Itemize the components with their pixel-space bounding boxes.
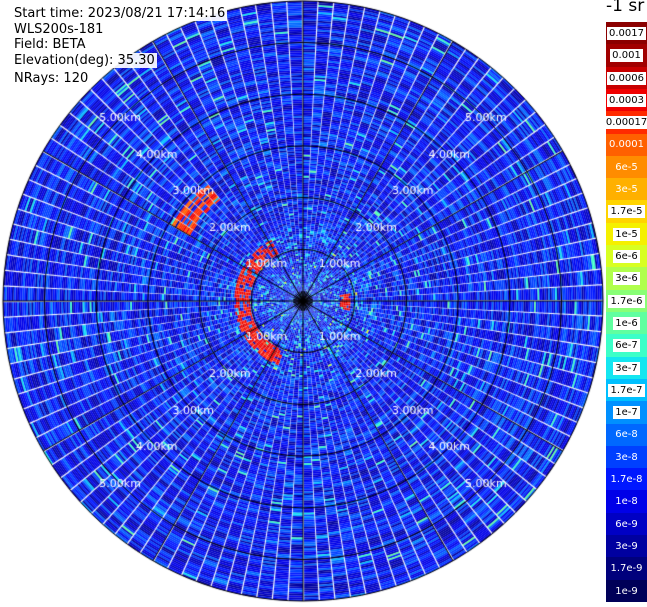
colorbar-cell: 0.0006 <box>606 66 647 90</box>
colorbar-tick-label: 3e-9 <box>615 540 638 552</box>
colorbar-tick-label: 1.7e-7 <box>608 383 645 397</box>
colorbar-tick-label: 3e-8 <box>615 451 638 463</box>
colorbar-cell: 6e-5 <box>606 155 647 179</box>
colorbar-cell: 1.7e-7 <box>606 378 647 402</box>
colorbar-cell: 1.7e-5 <box>606 200 647 224</box>
colorbar-unit: -1 sr <box>606 0 645 16</box>
colorbar-tick-label: 0.001 <box>610 49 643 63</box>
colorbar-cell: 0.0001 <box>606 133 647 157</box>
start-time-label: Start time: 2023/08/21 17:14:16 <box>12 6 228 21</box>
instrument-label: WLS200s-181 <box>12 22 106 37</box>
colorbar-tick-label: 0.00017 <box>603 116 647 130</box>
colorbar-cell: 3e-8 <box>606 445 647 469</box>
colorbar-tick-label: 1e-5 <box>613 227 640 241</box>
colorbar-tick-label: 6e-5 <box>615 161 638 173</box>
colorbar-cell: 6e-7 <box>606 334 647 358</box>
colorbar-cell: 1.7e-6 <box>606 289 647 313</box>
colorbar: 0.0017 0.001 0.0006 0.0003 0.00017 0.0001 6e-5… <box>603 22 647 603</box>
colorbar-tick-label: 0.0017 <box>607 26 646 40</box>
colorbar-tick-label: 6e-7 <box>613 339 640 353</box>
colorbar-cell: 3e-5 <box>606 178 647 201</box>
colorbar-tick-label: 1e-8 <box>615 496 638 508</box>
colorbar-tick-label: 1.7e-5 <box>608 205 645 219</box>
colorbar-tick-label: 1e-9 <box>615 585 638 597</box>
colorbar-cell: 6e-9 <box>606 512 647 536</box>
colorbar-tick-label: 0.0001 <box>609 139 644 151</box>
colorbar-cell: 6e-8 <box>606 423 647 447</box>
colorbar-tick-label: 6e-6 <box>613 249 640 263</box>
colorbar-cell: 1e-9 <box>606 579 647 603</box>
colorbar-cell: 1e-6 <box>606 312 647 335</box>
nrays-label: NRays: 120 <box>12 71 91 86</box>
colorbar-cell: 1.7e-9 <box>606 557 647 581</box>
colorbar-cell: 3e-9 <box>606 535 647 558</box>
colorbar-tick-label: 1.7e-6 <box>608 294 645 308</box>
colorbar-tick-label: 3e-7 <box>613 361 640 375</box>
colorbar-tick-label: 6e-8 <box>615 429 638 441</box>
colorbar-cell: 1e-5 <box>606 222 647 246</box>
colorbar-tick-label: 3e-6 <box>613 272 640 286</box>
colorbar-cell: 1e-7 <box>606 401 647 425</box>
colorbar-tick-label: 1.7e-8 <box>610 474 643 486</box>
colorbar-tick-label: 1e-7 <box>613 406 640 420</box>
colorbar-tick-label: 0.0003 <box>607 93 646 107</box>
colorbar-cell: 3e-6 <box>606 267 647 291</box>
field-label: Field: BETA <box>12 37 88 52</box>
colorbar-tick-label: 3e-5 <box>615 184 638 196</box>
colorbar-cell: 0.001 <box>606 44 647 68</box>
colorbar-cell: 0.00017 <box>603 111 647 135</box>
ppi-plot <box>0 0 606 607</box>
colorbar-cell: 0.0003 <box>606 88 647 112</box>
colorbar-tick-label: 0.0006 <box>607 71 646 85</box>
colorbar-cell: 6e-6 <box>606 245 647 268</box>
colorbar-tick-label: 6e-9 <box>615 518 638 530</box>
colorbar-tick-label: 1e-6 <box>613 316 640 330</box>
colorbar-cell: 1.7e-8 <box>606 468 647 491</box>
colorbar-tick-label: 1.7e-9 <box>610 563 643 575</box>
colorbar-cell: 3e-7 <box>606 356 647 380</box>
elevation-label: Elevation(deg): 35.30 <box>12 53 157 68</box>
colorbar-cell: 1e-8 <box>606 490 647 514</box>
colorbar-cell: 0.0017 <box>606 22 647 45</box>
